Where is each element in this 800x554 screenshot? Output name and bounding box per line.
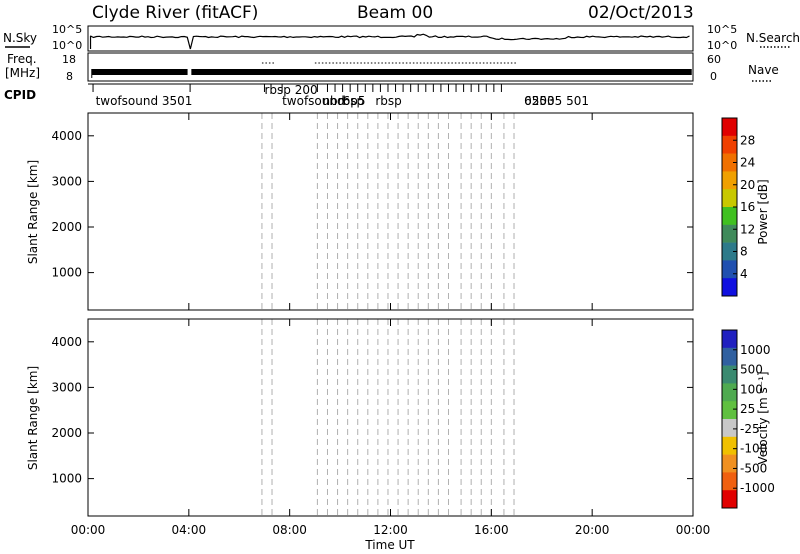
- cpid-text: rbsp 200: [264, 83, 317, 97]
- cpid-texts: twofsound 3501 rbsp 200twofsoundnbrbsp6p5…: [96, 83, 589, 108]
- freq-bars: [91, 62, 692, 78]
- noise-tick-left-bottom: 10^0: [52, 39, 82, 52]
- noise-tick-left-top: 10^5: [52, 23, 82, 36]
- cpid-text: 65535 501: [524, 94, 589, 108]
- power-y-label: Slant Range [km]: [26, 160, 40, 264]
- nave-label: Nave: [748, 63, 779, 77]
- cpid-text: twofsound: [282, 94, 345, 108]
- nsky-label: N.Sky: [3, 31, 37, 45]
- beam-title: Beam 00: [357, 3, 433, 23]
- y-tick-label: 4000: [51, 129, 82, 143]
- freq-tick-bottom: 8: [66, 70, 73, 83]
- freq-bar: [91, 69, 188, 75]
- nave-tick-top: 60: [707, 53, 721, 66]
- cpid-ticks: [92, 84, 502, 92]
- cpid-text: nbrbsp: [322, 94, 364, 108]
- freq-bar: [191, 69, 692, 75]
- cpid-strip: CPID twofsound 3501 rbsp 200twofsoundnbrb…: [4, 83, 693, 108]
- y-tick-label: 1000: [51, 266, 82, 280]
- cpid-text: rbsp: [375, 94, 401, 108]
- cpid-text: 6p5: [343, 94, 366, 108]
- power-frame: [87, 112, 694, 311]
- freq-strip: Freq. [MHz] 18 8 60 0 Nave: [5, 52, 779, 83]
- noise-strip: N.Sky 10^5 10^0 10^5 10^0 N.Search: [3, 23, 800, 52]
- date-title: 02/Oct/2013: [588, 3, 694, 23]
- station-title: Clyde River (fitACF): [92, 3, 258, 23]
- cpid-label: CPID: [4, 88, 36, 102]
- freq-label: Freq.: [7, 52, 37, 66]
- power-panel: 4000 3000 2000 1000 Slant Range [km]: [26, 112, 694, 311]
- nsearch-label: N.Search: [746, 31, 800, 45]
- y-tick-label: 3000: [51, 174, 82, 188]
- freq-tick-top: 18: [62, 53, 76, 66]
- freq-unit-label: [MHz]: [5, 66, 40, 80]
- cpid-text: 0200: [524, 94, 555, 108]
- velocity-dashed-markers: [261, 319, 515, 516]
- noise-trace: [89, 33, 690, 50]
- noise-tick-right-top: 10^5: [707, 23, 737, 36]
- power-y-ticks: 4000 3000 2000 1000: [51, 129, 693, 280]
- noise-tick-right-bottom: 10^0: [707, 39, 737, 52]
- cpid-text: twofsound 3501: [96, 94, 193, 108]
- power-dashed-markers: [261, 113, 515, 310]
- nave-tick-bottom: 0: [710, 70, 717, 83]
- y-tick-label: 2000: [51, 220, 82, 234]
